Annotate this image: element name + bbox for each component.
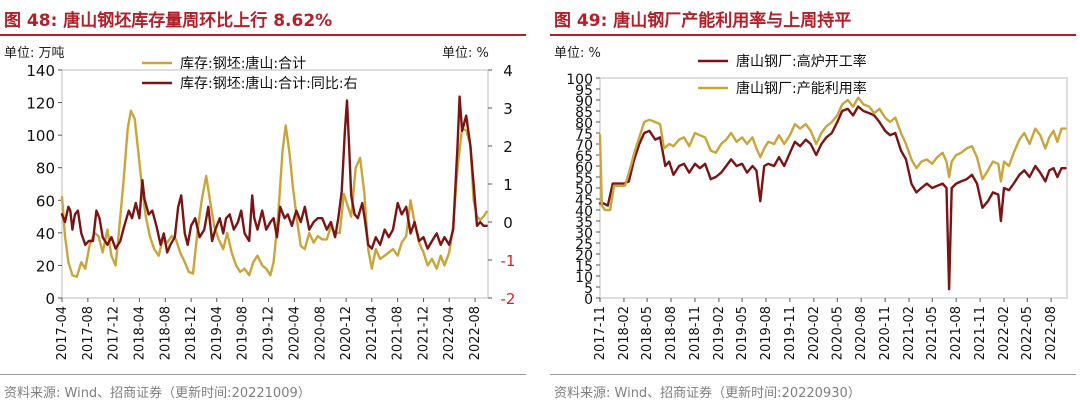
x-tick-label: 2021-08 <box>391 306 406 360</box>
y-left-tick-label: 25 <box>575 237 593 253</box>
right-line-chart: 0510152025303540455055606570758085909510… <box>566 53 1068 360</box>
legend-label: 唐山钢厂:高炉开工率 <box>736 53 867 70</box>
left-unit-label: 单位: 万吨 <box>4 46 65 61</box>
x-tick-label: 2018-08 <box>664 306 679 360</box>
y-right-tick-label: 3 <box>503 100 513 118</box>
x-tick-label: 2019-11 <box>783 306 798 360</box>
y-left-tick-label: 35 <box>575 215 593 231</box>
x-tick-label: 2017-11 <box>593 306 608 360</box>
y-left-tick-label: 85 <box>575 105 593 121</box>
y-left-tick-label: 45 <box>575 193 593 209</box>
x-tick-label: 2020-05 <box>830 306 845 360</box>
y-left-tick-label: 140 <box>26 62 55 80</box>
x-tick-label: 2022-02 <box>997 306 1012 360</box>
y-right-tick-label: -1 <box>501 252 516 270</box>
x-tick-label: 2020-12 <box>339 306 354 360</box>
x-tick-label: 2018-11 <box>688 306 703 360</box>
x-tick-label: 2019-02 <box>712 306 727 360</box>
y-left-tick-label: 65 <box>575 149 593 165</box>
plot-frame <box>599 77 1068 299</box>
y-left-tick-label: 80 <box>575 116 593 132</box>
x-tick-label: 2020-04 <box>287 306 302 360</box>
x-tick-label: 2018-08 <box>158 306 173 360</box>
right-unit-label: 单位: % <box>442 46 489 61</box>
x-tick-label: 2021-02 <box>902 306 917 360</box>
series-0-line <box>60 109 488 278</box>
x-tick-label: 2017-12 <box>107 306 122 360</box>
y-left-tick-label: 50 <box>575 182 593 198</box>
left-source-rule <box>0 374 526 375</box>
y-left-tick-label: 40 <box>575 204 593 220</box>
y-right-tick-label: 4 <box>503 62 513 80</box>
y-left-tick-label: 40 <box>36 225 55 243</box>
right-source-note: 资料来源: Wind、招商证券（更新时间:20220930） <box>554 386 861 401</box>
x-tick-label: 2019-08 <box>236 306 251 360</box>
y-left-tick-label: 95 <box>575 83 593 99</box>
y-left-tick-label: 5 <box>584 281 593 297</box>
right-chart-unit-label: 单位: % <box>554 46 601 61</box>
left-title-rule <box>0 34 526 36</box>
y-left-tick-label: 15 <box>575 259 593 275</box>
y-left-tick-label: 100 <box>26 127 55 145</box>
y-left-tick-label: 100 <box>566 72 593 88</box>
x-tick-label: 2018-02 <box>617 306 632 360</box>
series-1-line <box>60 95 488 254</box>
y-left-tick-label: 10 <box>575 270 593 286</box>
x-tick-label: 2022-04 <box>442 306 457 360</box>
y-right-tick-label: -2 <box>501 290 516 308</box>
x-tick-label: 2021-12 <box>417 306 432 360</box>
y-right-tick-label: 0 <box>503 214 513 232</box>
x-tick-label: 2021-04 <box>365 306 380 360</box>
x-tick-label: 2020-11 <box>878 306 893 360</box>
series-0-line <box>598 105 1067 291</box>
y-left-tick-label: 70 <box>575 138 593 154</box>
x-tick-label: 2018-05 <box>640 306 655 360</box>
series-1-line <box>598 96 1067 212</box>
y-left-tick-label: 20 <box>575 248 593 264</box>
right-source-rule <box>550 374 1076 375</box>
x-tick-label: 2020-08 <box>854 306 869 360</box>
left-line-chart: 0 20 40 60 80 100 120 140 -2 -1 0 1 2 3 4 2017-04 2017-0… <box>26 55 516 360</box>
x-tick-label: 2019-05 <box>735 306 750 360</box>
x-tick-label: 2017-04 <box>55 306 70 360</box>
y-left-tick-label: 55 <box>575 171 593 187</box>
x-tick-label: 2021-05 <box>925 306 940 360</box>
x-tick-label: 2018-12 <box>184 306 199 360</box>
x-tick-label: 2018-04 <box>132 306 147 360</box>
y-left-tick-label: 75 <box>575 127 593 143</box>
y-left-tick-label: 90 <box>575 94 593 110</box>
x-tick-label: 2022-05 <box>1020 306 1035 360</box>
x-tick-label: 2022-08 <box>1044 306 1059 360</box>
y-left-tick-label: 60 <box>36 192 55 210</box>
legend-label: 唐山钢厂:产能利用率 <box>736 80 867 97</box>
y-left-tick-label: 0 <box>45 290 55 308</box>
right-chart-title: 图 49: 唐山钢厂产能利用率与上周持平 <box>554 11 852 31</box>
y-left-tick-label: 0 <box>584 292 593 308</box>
x-tick-label: 2022-08 <box>468 306 483 360</box>
left-chart-title: 图 48: 唐山钢坯库存量周环比上行 8.62% <box>4 11 333 31</box>
legend-label: 库存:钢坯:唐山:合计:同比:右 <box>180 75 358 92</box>
x-tick-label: 2021-08 <box>949 306 964 360</box>
legend-label: 库存:钢坯:唐山:合计 <box>180 55 306 72</box>
left-source-note: 资料来源: Wind、招商证券（更新时间:20221009） <box>4 386 311 401</box>
x-tick-label: 2021-11 <box>973 306 988 360</box>
y-left-tick-label: 30 <box>575 226 593 242</box>
y-left-tick-label: 80 <box>36 160 55 178</box>
x-tick-label: 2019-04 <box>210 306 225 360</box>
y-left-tick-label: 120 <box>26 95 55 113</box>
y-right-tick-label: 2 <box>503 138 513 156</box>
x-tick-label: 2020-02 <box>807 306 822 360</box>
right-title-rule <box>550 34 1076 36</box>
y-left-tick-label: 60 <box>575 160 593 176</box>
y-right-tick-label: 1 <box>503 176 513 194</box>
x-tick-label: 2019-08 <box>759 306 774 360</box>
y-left-tick-label: 20 <box>36 257 55 275</box>
x-tick-label: 2017-08 <box>81 306 96 360</box>
plot-frame <box>61 69 489 299</box>
right-chart-panel: 图 49: 唐山钢厂产能利用率与上周持平 单位: % 0 5 10 15 20 25 30 3… <box>550 0 1080 408</box>
x-tick-label: 2020-08 <box>313 306 328 360</box>
x-tick-label: 2019-12 <box>262 306 277 360</box>
